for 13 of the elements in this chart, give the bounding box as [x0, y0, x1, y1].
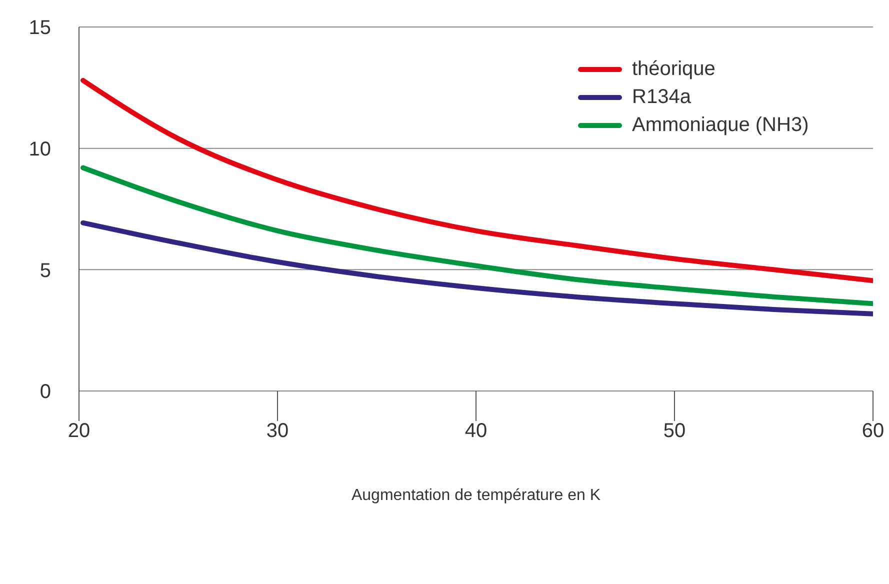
legend-label: Ammoniaque (NH3): [632, 114, 809, 136]
x-tick-label: 60: [862, 420, 884, 442]
legend-label: R134a: [632, 86, 691, 108]
x-tick-label: 40: [464, 420, 488, 442]
x-tick-label: 20: [68, 420, 90, 442]
x-tick-label: 50: [663, 420, 686, 442]
x-axis-title: Augmentation de température en K: [351, 487, 601, 504]
y-tick-label: 15: [28, 17, 51, 40]
y-tick-label: 10: [28, 138, 51, 160]
legend-label: théorique: [632, 58, 716, 80]
y-tick-label: 0: [40, 381, 51, 404]
y-tick-label: 5: [40, 260, 51, 282]
x-tick-label: 30: [266, 420, 289, 442]
